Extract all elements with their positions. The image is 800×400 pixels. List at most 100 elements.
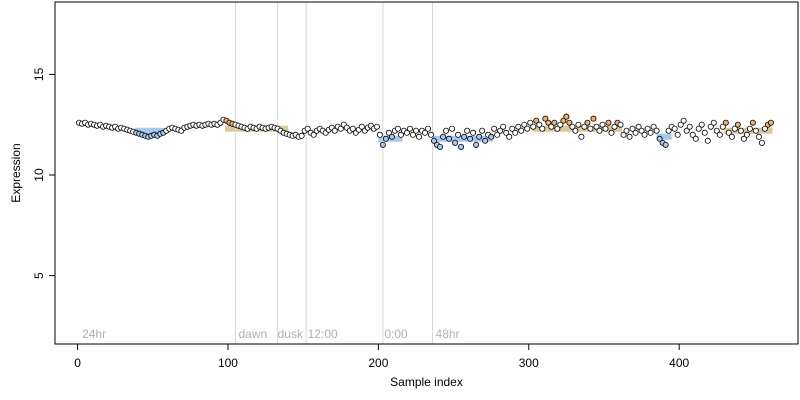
data-point-147 — [518, 127, 525, 134]
data-point-135 — [482, 137, 489, 144]
data-point-131 — [470, 129, 477, 136]
data-point-210 — [707, 123, 714, 130]
y-axis: 5 10 15 — [32, 67, 56, 279]
data-point-150 — [527, 119, 534, 126]
data-point-170 — [587, 125, 594, 132]
data-point-207 — [698, 121, 705, 128]
data-point-215 — [722, 119, 729, 126]
data-point-132 — [473, 141, 480, 148]
data-point-193 — [656, 135, 663, 142]
data-point-100 — [376, 131, 383, 138]
data-point-139 — [494, 131, 501, 138]
data-point-219 — [734, 121, 741, 128]
data-point-102 — [382, 135, 389, 142]
x-axis-label: Sample index — [390, 375, 463, 389]
y-tick-label-1: 10 — [32, 168, 46, 182]
region-label-5: 48hr — [436, 327, 460, 341]
data-point-206 — [695, 125, 702, 132]
data-point-94 — [358, 123, 365, 130]
data-point-133 — [476, 133, 483, 140]
data-points — [76, 113, 774, 150]
data-point-205 — [692, 135, 699, 142]
data-point-169 — [584, 119, 591, 126]
data-point-125 — [452, 139, 459, 146]
data-point-184 — [629, 125, 636, 132]
data-point-224 — [749, 119, 756, 126]
data-point-214 — [719, 123, 726, 130]
region-label-1: dawn — [238, 327, 267, 341]
data-point-124 — [449, 125, 456, 132]
data-point-101 — [379, 141, 386, 148]
data-point-122 — [443, 127, 450, 134]
data-point-107 — [397, 131, 404, 138]
data-point-87 — [337, 125, 344, 132]
data-point-195 — [662, 141, 669, 148]
data-point-160 — [557, 121, 564, 128]
data-point-141 — [500, 123, 507, 130]
data-point-220 — [737, 127, 744, 134]
y-axis-label: Expression — [9, 143, 23, 202]
data-point-196 — [665, 127, 672, 134]
data-point-174 — [599, 121, 606, 128]
data-point-188 — [641, 131, 648, 138]
data-point-190 — [647, 129, 654, 136]
data-point-156 — [545, 119, 552, 126]
data-point-228 — [761, 125, 768, 132]
data-point-154 — [539, 125, 546, 132]
data-point-152 — [533, 117, 540, 124]
x-tick-label-3: 300 — [519, 356, 539, 370]
data-point-158 — [551, 119, 558, 126]
data-point-127 — [458, 143, 465, 150]
data-point-166 — [575, 121, 582, 128]
region-labels: 24hr dawn dusk 12:00 0:00 48hr — [82, 327, 459, 341]
data-point-120 — [437, 143, 444, 150]
data-point-153 — [536, 121, 543, 128]
data-point-121 — [440, 133, 447, 140]
data-point-171 — [590, 115, 597, 122]
data-point-76 — [304, 125, 311, 132]
data-point-217 — [728, 133, 735, 140]
reference-band-0 — [134, 127, 165, 134]
data-point-204 — [689, 131, 696, 138]
data-point-225 — [752, 127, 759, 134]
data-point-222 — [743, 131, 750, 138]
data-point-180 — [617, 121, 624, 128]
data-point-191 — [650, 123, 657, 130]
data-point-149 — [524, 125, 531, 132]
data-point-167 — [578, 133, 585, 140]
data-point-221 — [740, 135, 747, 142]
data-point-202 — [683, 127, 690, 134]
data-point-159 — [554, 125, 561, 132]
data-point-211 — [710, 119, 717, 126]
data-point-151 — [530, 123, 537, 130]
data-point-177 — [608, 129, 615, 136]
x-axis: 0 100 200 300 400 — [74, 343, 690, 370]
data-point-126 — [455, 131, 462, 138]
region-label-0: 24hr — [82, 327, 106, 341]
data-point-116 — [425, 125, 432, 132]
region-label-4: 0:00 — [384, 327, 408, 341]
data-point-104 — [388, 133, 395, 140]
data-point-201 — [680, 117, 687, 124]
data-point-218 — [731, 125, 738, 132]
x-tick-label-2: 200 — [368, 356, 388, 370]
data-point-155 — [542, 115, 549, 122]
data-point-85 — [331, 127, 338, 134]
data-point-226 — [755, 133, 762, 140]
data-point-146 — [515, 123, 522, 130]
data-point-142 — [503, 129, 510, 136]
data-point-91 — [349, 125, 356, 132]
data-point-181 — [620, 131, 627, 138]
data-point-145 — [512, 129, 519, 136]
data-point-230 — [767, 119, 774, 126]
data-point-128 — [461, 133, 468, 140]
data-point-163 — [566, 119, 573, 126]
data-point-99 — [373, 123, 380, 130]
data-point-118 — [431, 137, 438, 144]
y-tick-label-0: 5 — [32, 272, 46, 279]
data-point-189 — [644, 125, 651, 132]
data-point-208 — [701, 129, 708, 136]
data-point-78 — [310, 131, 317, 138]
x-tick-label-4: 400 — [669, 356, 689, 370]
